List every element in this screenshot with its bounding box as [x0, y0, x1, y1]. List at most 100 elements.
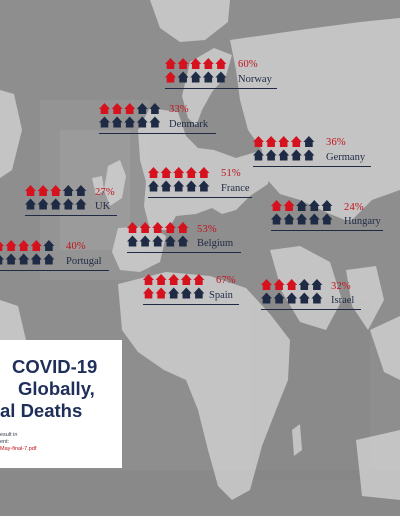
house-icon-highlighted	[139, 222, 151, 233]
house-icon	[75, 198, 87, 210]
house-icon-grid	[0, 240, 57, 268]
country-underline	[261, 309, 361, 311]
country-uk: 27% UK	[25, 185, 117, 217]
house-icon	[180, 287, 192, 299]
house-icon-highlighted	[160, 167, 172, 178]
card-source-note: esult in ent: May-final-7.pdf	[0, 432, 36, 453]
house-icon-highlighted	[127, 222, 138, 233]
house-icon-highlighted	[273, 279, 285, 290]
house-icon	[99, 116, 110, 128]
house-icon-grid	[25, 185, 89, 213]
house-icon	[273, 292, 285, 304]
house-icon-grid	[127, 222, 191, 250]
house-icon	[202, 71, 214, 83]
house-icon	[62, 185, 74, 196]
house-icon-highlighted	[215, 58, 227, 69]
house-icon	[298, 292, 310, 304]
house-icon-highlighted	[177, 222, 189, 233]
house-icon-highlighted	[286, 279, 298, 290]
house-icon-highlighted	[50, 185, 62, 196]
house-icon-highlighted	[164, 222, 176, 233]
house-icon	[136, 103, 148, 114]
house-icon	[168, 287, 180, 299]
house-icon	[190, 71, 202, 83]
house-icon	[37, 198, 49, 210]
house-icon-highlighted	[283, 200, 295, 211]
house-icon-highlighted	[265, 136, 277, 147]
percent-label: 33%	[169, 104, 189, 115]
country-name: Belgium	[197, 238, 234, 249]
card-title-line-1: COVID-19	[12, 356, 98, 377]
house-icon	[127, 235, 138, 247]
country-hungary: 24% Hungary	[271, 200, 383, 232]
house-icon	[25, 198, 36, 210]
house-icon	[0, 255, 4, 265]
country-underline	[148, 197, 252, 199]
house-icon-highlighted	[124, 103, 136, 114]
country-underline	[165, 88, 277, 90]
house-icon	[278, 149, 290, 161]
percent-label: 32%	[331, 281, 351, 292]
house-icon-highlighted	[155, 287, 167, 299]
house-icons	[271, 200, 333, 225]
source-link[interactable]: May-final-7.pdf	[0, 446, 37, 452]
house-icon	[75, 185, 87, 196]
house-icon	[296, 213, 308, 225]
country-name: Israel	[331, 295, 355, 306]
country-underline	[25, 215, 117, 217]
house-icons	[261, 279, 323, 304]
card-title: COVID-19 Globally, al Deaths	[0, 356, 97, 422]
house-icon	[286, 292, 298, 304]
house-icon	[290, 149, 302, 161]
country-norway: 60% Norway	[165, 58, 277, 90]
house-icon-grid	[165, 58, 229, 86]
house-icon-highlighted	[30, 240, 42, 251]
house-icons	[127, 222, 189, 247]
house-icon-highlighted	[198, 167, 210, 178]
house-icons	[25, 185, 87, 210]
house-icon	[265, 149, 277, 161]
house-icon	[298, 279, 310, 290]
house-icon	[311, 279, 323, 290]
house-icon-highlighted	[37, 185, 49, 196]
house-icon	[139, 235, 151, 247]
country-israel: 32% Israel	[261, 279, 361, 311]
country-underline	[127, 252, 241, 254]
house-icon-highlighted	[193, 274, 205, 285]
house-icon	[152, 235, 164, 247]
house-icon-highlighted	[261, 279, 272, 290]
country-underline	[253, 166, 371, 168]
house-icon-grid	[99, 103, 163, 131]
house-icon-grid	[143, 274, 207, 302]
percent-label: 27%	[95, 187, 115, 198]
house-icon	[136, 116, 148, 128]
house-icon	[185, 180, 197, 192]
percent-label: 67%	[216, 275, 236, 286]
house-icon	[173, 180, 185, 192]
country-name: Hungary	[344, 216, 381, 227]
country-portugal: 40% Portugal	[0, 240, 109, 272]
house-icon	[177, 235, 189, 247]
house-icon	[43, 240, 55, 251]
country-name: Spain	[209, 290, 233, 301]
house-icon-highlighted	[168, 274, 180, 285]
house-icons	[0, 240, 55, 265]
house-icon-highlighted	[148, 167, 159, 178]
house-icon-highlighted	[177, 58, 189, 69]
country-name: France	[221, 183, 250, 194]
house-icon-grid	[253, 136, 317, 164]
house-icon-highlighted	[180, 274, 192, 285]
country-name: Germany	[326, 152, 366, 163]
house-icon	[18, 253, 30, 265]
house-icon	[43, 253, 55, 265]
house-icon	[261, 292, 272, 304]
percent-label: 24%	[344, 202, 364, 213]
house-icon	[321, 213, 333, 225]
percent-label: 36%	[326, 137, 346, 148]
card-note-line-2: ent:	[0, 439, 10, 445]
house-icon	[164, 235, 176, 247]
card-title-line-3: al Deaths	[0, 400, 83, 421]
house-icon	[5, 253, 17, 265]
house-icon-grid	[271, 200, 335, 228]
